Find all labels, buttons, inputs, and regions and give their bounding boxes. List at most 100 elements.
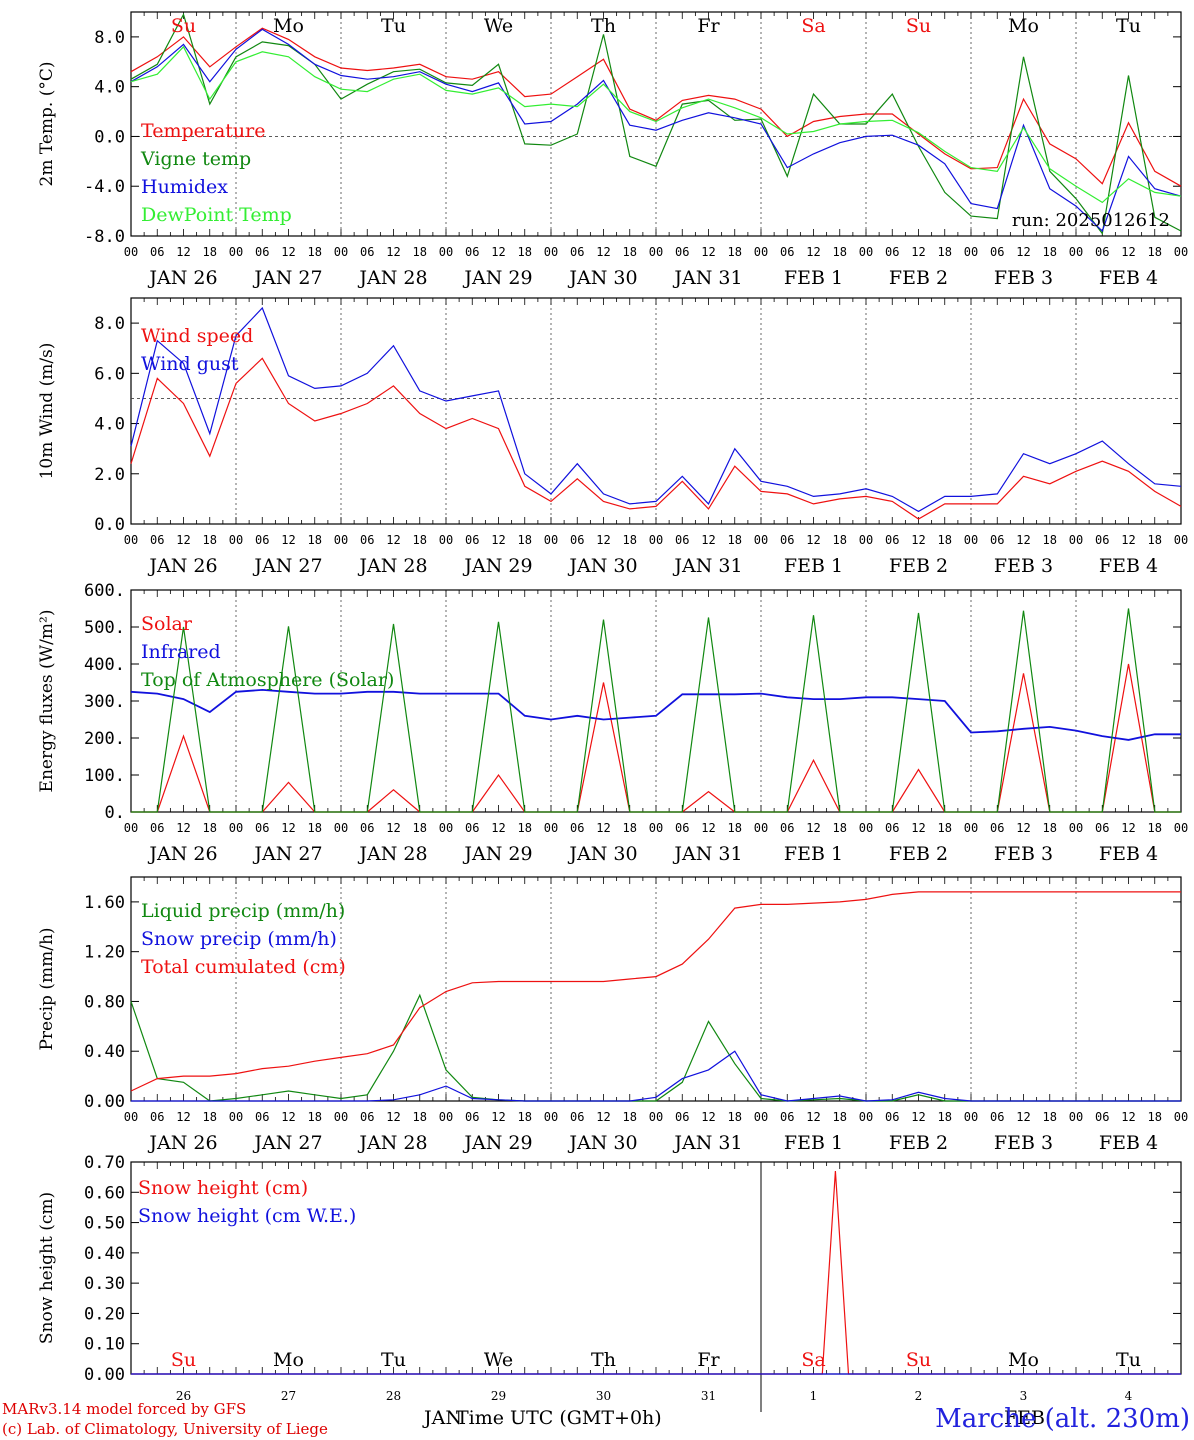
hour-label: 06 (675, 533, 689, 547)
hour-labels: 00 06 12 18 00 06 12 18 00 06 12 18 00 06 12 18 00 06 12 18… (124, 533, 1188, 547)
date-number: 31 (701, 1389, 716, 1403)
x-axis-ticks (130, 590, 1182, 812)
x-axis-ticks (130, 298, 1182, 524)
hour-label: 12 (386, 245, 400, 259)
hour-label: 06 (1095, 821, 1109, 835)
date-label: JAN 26 (147, 1132, 217, 1154)
hour-label: 00 (754, 245, 768, 259)
hour-label: 06 (255, 533, 269, 547)
date-label: JAN 28 (357, 555, 427, 577)
hour-label: 18 (203, 533, 217, 547)
date-label: FEB 2 (889, 843, 948, 865)
y-tick-label: 6.0 (94, 364, 125, 384)
hour-label: 12 (1121, 821, 1135, 835)
hour-label: 00 (754, 1110, 768, 1124)
day-of-week-label: Tu (381, 15, 406, 37)
date-label: FEB 2 (889, 267, 948, 289)
y-axis-title: Snow height (cm) (37, 1192, 57, 1344)
y-tick-label: -4.0 (84, 177, 125, 197)
y-axis-title: Energy fluxes (W/m²) (37, 610, 57, 793)
y-tick-label: 4.0 (94, 78, 125, 98)
day-of-week-label: Sa (801, 15, 825, 37)
y-tick-label: 0.00 (84, 1092, 125, 1112)
date-label: FEB 1 (784, 843, 843, 865)
hour-label: 18 (623, 245, 637, 259)
hour-label: 12 (596, 821, 610, 835)
y-axis-title: 2m Temp. (°C) (37, 61, 57, 186)
y-axis-title: 10m Wind (m/s) (37, 343, 57, 480)
hour-label: 18 (1148, 821, 1162, 835)
date-label: JAN 30 (567, 267, 637, 289)
day-of-week-label: Mo (273, 1349, 304, 1371)
hour-label: 18 (623, 1110, 637, 1124)
hour-label: 18 (1148, 533, 1162, 547)
date-label: JAN 26 (147, 555, 217, 577)
hour-label: 12 (701, 821, 715, 835)
date-label: FEB 3 (994, 555, 1053, 577)
legend-entry-1: Solar (141, 613, 193, 635)
hour-label: 06 (780, 245, 794, 259)
hour-label: 12 (176, 533, 190, 547)
hour-label: 06 (570, 533, 584, 547)
legend-entry-3: Total cumulated (cm) (141, 956, 346, 978)
hour-label: 12 (281, 821, 295, 835)
hour-label: 12 (911, 821, 925, 835)
date-label: JAN 28 (357, 1132, 427, 1154)
hour-label: 00 (124, 245, 138, 259)
hour-label: 18 (833, 1110, 847, 1124)
hour-label: 18 (308, 533, 322, 547)
series-line-4 (130, 45, 1182, 204)
y-tick-label: 0.40 (84, 1042, 125, 1062)
date-label: JAN 27 (252, 267, 322, 289)
y-tick-label: 0.70 (84, 1153, 125, 1173)
y-tick-label: 0.40 (84, 1244, 125, 1264)
hour-label: 00 (544, 1110, 558, 1124)
y-tick-label: 0. (105, 803, 125, 823)
legend-entry-4: DewPoint Temp (141, 204, 292, 226)
hour-label: 06 (675, 821, 689, 835)
hour-label: 06 (885, 821, 899, 835)
date-label: FEB 1 (784, 267, 843, 289)
hour-label: 06 (780, 1110, 794, 1124)
hour-label: 06 (465, 821, 479, 835)
hour-label: 00 (439, 533, 453, 547)
hour-label: 12 (386, 821, 400, 835)
day-of-week-label: Mo (1008, 15, 1039, 37)
hour-label: 12 (1121, 1110, 1135, 1124)
date-number: 28 (386, 1389, 401, 1403)
legend-entry-2: Snow precip (mm/h) (141, 928, 337, 950)
hour-label: 06 (885, 1110, 899, 1124)
hour-label: 06 (150, 245, 164, 259)
day-of-week-label: Tu (1116, 15, 1141, 37)
hour-label: 06 (1095, 533, 1109, 547)
hour-label: 12 (701, 533, 715, 547)
hour-label: 06 (570, 821, 584, 835)
hour-label: 06 (990, 821, 1004, 835)
y-tick-label: 0.0 (94, 515, 125, 535)
hour-labels: 00 06 12 18 00 06 12 18 00 06 12 18 00 06 12 18 00 06 12 18… (124, 821, 1188, 835)
date-label: FEB 3 (994, 267, 1053, 289)
hour-label: 18 (518, 821, 532, 835)
hour-label: 00 (334, 533, 348, 547)
hour-label: 18 (728, 821, 742, 835)
x-axis-ticks (130, 1162, 1182, 1374)
hour-label: 00 (964, 533, 978, 547)
series-line-2 (130, 306, 1182, 513)
hour-label: 06 (780, 821, 794, 835)
hour-label: 18 (413, 821, 427, 835)
hour-label: 12 (596, 1110, 610, 1124)
series-line-3 (130, 28, 1182, 233)
y-tick-label: 0.20 (84, 1304, 125, 1324)
hour-label: 06 (570, 1110, 584, 1124)
panel-3: 0. 100. 200. 300. 400. 500. 600. Energy fluxes … (37, 581, 1188, 865)
hour-label: 06 (675, 1110, 689, 1124)
hour-label: 06 (885, 245, 899, 259)
hour-label: 00 (754, 533, 768, 547)
hour-label: 12 (1016, 1110, 1030, 1124)
hour-label: 18 (413, 1110, 427, 1124)
date-number: 29 (491, 1389, 506, 1403)
x-axis-ticks (130, 877, 1182, 1101)
hour-label: 00 (1174, 533, 1188, 547)
y-tick-label: 0.50 (84, 1214, 125, 1234)
hour-label: 12 (1121, 533, 1135, 547)
